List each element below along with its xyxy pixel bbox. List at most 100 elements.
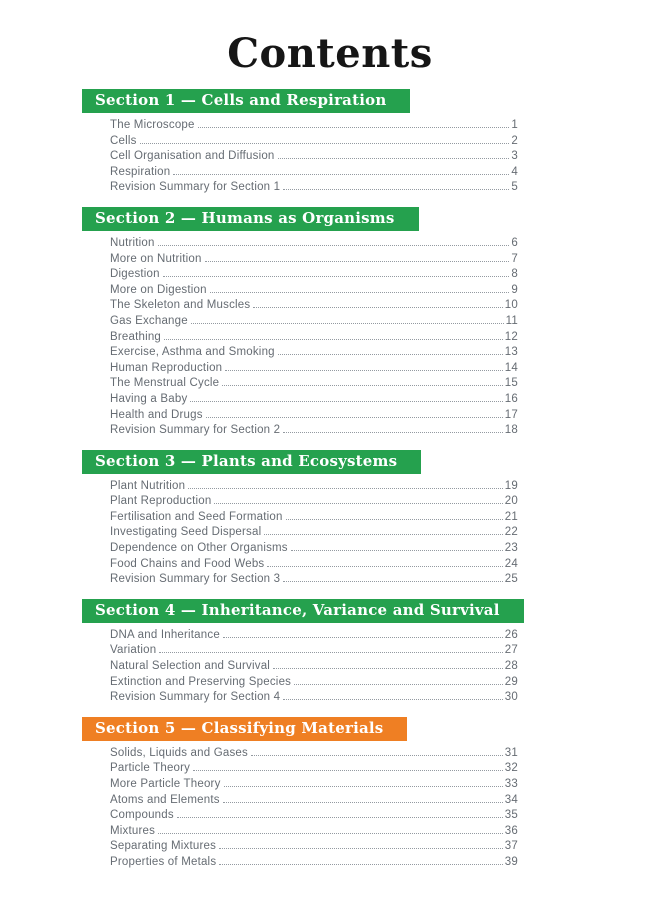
toc-row: Breathing 12 [110,330,518,346]
toc-entry-page: 12 [504,330,518,343]
toc-dot-leader [253,307,503,309]
toc-dot-leader [190,400,503,402]
contents-list: Section 1 — Cells and Respiration The Mi… [82,89,524,871]
section-banner: Section 2 — Humans as Organisms [82,206,419,231]
toc-entry-title: The Menstrual Cycle [110,377,220,390]
toc-entry-title: Respiration [110,165,171,178]
toc-dot-leader [159,652,503,654]
toc-row: Plant Reproduction 20 [110,494,518,510]
toc-entry-page: 32 [504,762,518,775]
toc-row: Revision Summary for Section 1 5 [110,180,518,196]
toc-row: Compounds 35 [110,808,518,824]
toc-entry-title: Solids, Liquids and Gases [110,746,248,759]
toc-dot-leader [193,770,503,772]
toc-entry-title: Mixtures [110,824,156,837]
toc-entry-title: More on Digestion [110,283,207,296]
toc-entry-page: 18 [504,424,518,437]
toc-entry-page: 35 [504,809,518,822]
toc-dot-leader [277,354,503,356]
toc-entry-page: 24 [504,557,518,570]
toc-entry-title: Separating Mixtures [110,840,217,853]
toc-entry-page: 3 [511,150,518,163]
toc-entry-page: 2 [511,134,518,147]
toc-dot-leader [277,158,510,160]
toc-entry-page: 23 [504,542,518,555]
toc-entry-page: 21 [504,510,518,523]
toc-dot-leader [225,369,503,371]
toc-dot-leader [267,565,503,567]
toc-dot-leader [158,832,503,834]
toc-entry-title: Exercise, Asthma and Smoking [110,346,275,359]
section-banner: Section 4 — Inheritance, Variance and Su… [82,598,524,623]
toc-row: Revision Summary for Section 3 25 [110,572,518,588]
toc-entry-page: 9 [511,283,518,296]
toc-entry-title: Revision Summary for Section 3 [110,573,281,586]
toc-entry-title: Variation [110,644,157,657]
toc-row: Nutrition 6 [110,236,518,252]
toc-entry-page: 26 [504,628,518,641]
toc-entry-page: 14 [504,361,518,374]
toc-entry-page: 31 [504,746,518,759]
toc-entry-page: 30 [504,691,518,704]
toc-row: Mixtures 36 [110,824,518,840]
toc-row: DNA and Inheritance 26 [110,628,518,644]
toc-entry-title: The Microscope [110,119,195,131]
toc-entry-page: 10 [504,299,518,312]
toc-section: Section 5 — Classifying Materials Solids… [82,716,518,871]
section-banner: Section 5 — Classifying Materials [82,716,408,741]
toc-dot-leader [197,127,510,128]
toc-entry-title: More Particle Theory [110,778,221,790]
toc-entry-page: 4 [511,165,518,178]
toc-row: Investigating Seed Dispersal 22 [110,525,518,541]
toc-entry-page: 25 [504,573,518,586]
toc-entry-title: Nutrition [110,236,155,249]
section-entries: DNA and Inheritance 26 Variation 27 Natu… [110,628,518,706]
toc-row: The Microscope 1 [110,118,518,134]
toc-entry-title: Compounds [110,809,174,822]
toc-row: More Particle Theory 33 [110,777,518,793]
toc-dot-leader [273,668,503,670]
toc-entry-title: More on Nutrition [110,252,202,265]
toc-entry-title: Human Reproduction [110,361,223,374]
toc-dot-leader [188,487,503,489]
contents-page: Contents Section 1 — Cells and Respirati… [82,30,524,871]
toc-entry-page: 11 [505,314,518,327]
toc-entry-title: Revision Summary for Section 1 [110,181,281,194]
toc-row: Natural Selection and Survival 28 [110,659,518,675]
toc-entry-page: 33 [504,778,518,790]
page-title: Contents [227,30,433,77]
toc-section: Section 4 — Inheritance, Variance and Su… [82,598,524,706]
toc-dot-leader [204,260,510,262]
toc-entry-title: Properties of Metals [110,855,217,868]
section-entries: Nutrition 6 More on Nutrition 7 Digestio… [110,236,518,439]
section-entries: Plant Nutrition 19 Plant Reproduction 20… [110,479,518,588]
toc-dot-leader [283,432,503,434]
toc-row: Properties of Metals 39 [110,855,518,871]
toc-dot-leader [264,534,503,536]
toc-entry-title: Plant Nutrition [110,479,186,492]
toc-dot-leader [222,801,503,803]
toc-row: Extinction and Preserving Species 29 [110,675,518,691]
toc-entry-page: 37 [504,840,518,853]
toc-row: The Menstrual Cycle 15 [110,376,518,392]
toc-dot-leader [139,142,510,144]
toc-section: Section 1 — Cells and Respiration The Mi… [82,89,518,196]
toc-entry-page: 1 [511,119,518,131]
toc-entry-page: 15 [504,377,518,390]
toc-dot-leader [205,416,503,418]
toc-entry-title: Particle Theory [110,762,191,775]
toc-dot-leader [222,385,503,387]
toc-entry-title: Digestion [110,268,160,281]
toc-entry-title: Food Chains and Food Webs [110,557,265,570]
toc-row: Plant Nutrition 19 [110,479,518,495]
toc-row: Health and Drugs 17 [110,408,518,424]
toc-dot-leader [283,581,503,583]
toc-entry-page: 28 [504,660,518,673]
toc-entry-title: Health and Drugs [110,408,203,421]
toc-row: Food Chains and Food Webs 24 [110,557,518,573]
toc-entry-title: Fertilisation and Seed Formation [110,510,283,523]
toc-dot-leader [219,848,503,850]
toc-row: Respiration 4 [110,165,518,181]
toc-dot-leader [222,636,503,638]
toc-row: Cells 2 [110,134,518,150]
